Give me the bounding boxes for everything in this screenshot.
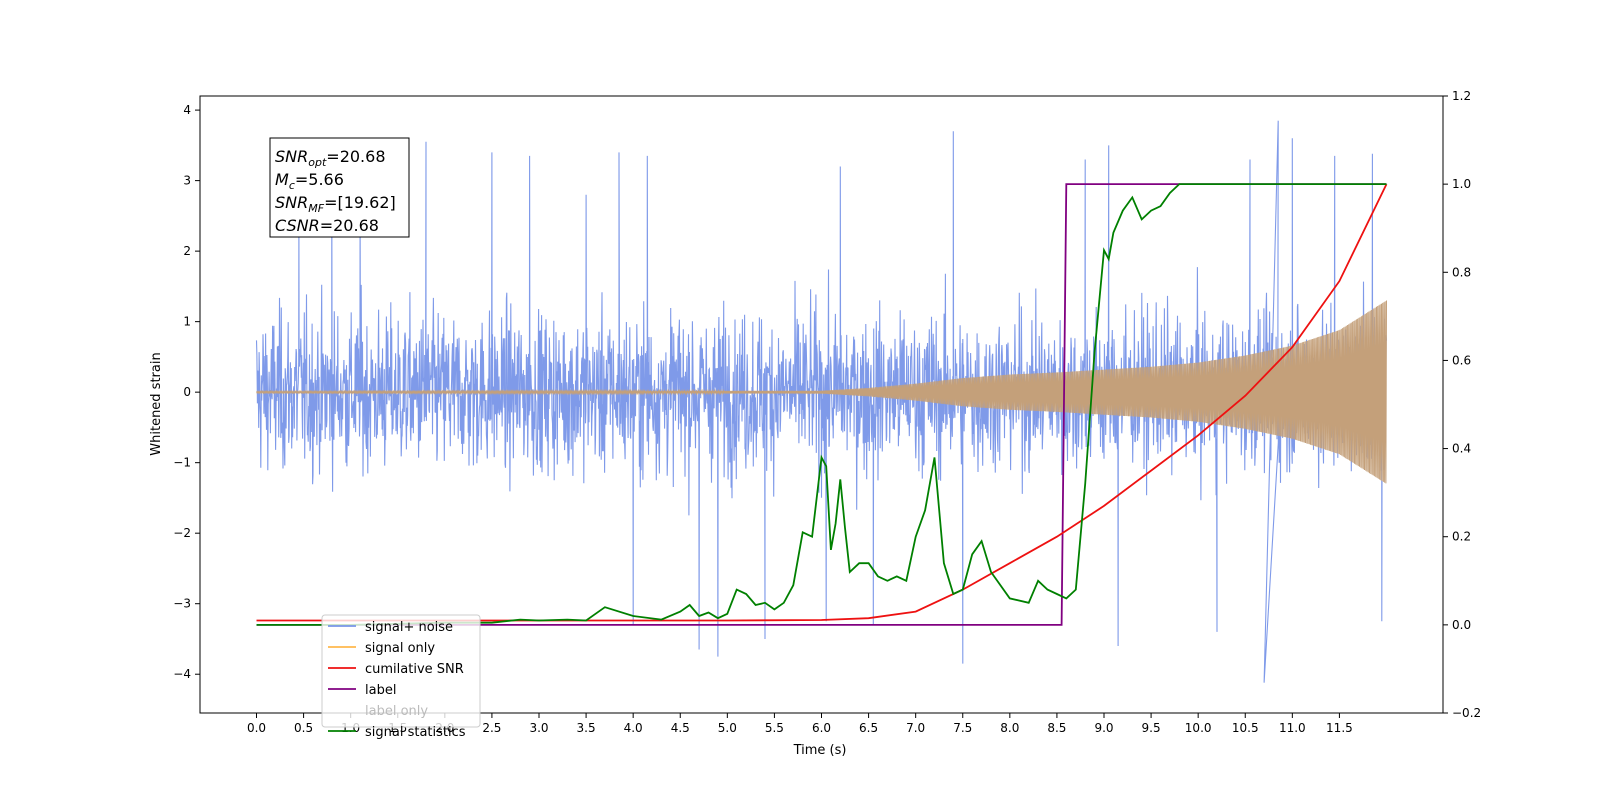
y-tick-label-right: 0.4	[1452, 442, 1471, 456]
x-tick-label: 9.0	[1094, 721, 1113, 735]
x-tick-label: 10.5	[1232, 721, 1259, 735]
y-tick-label-left: −4	[173, 667, 191, 681]
annotation-line-snr-opt: SNRopt=20.68	[275, 147, 386, 169]
x-tick-label: 9.5	[1142, 721, 1161, 735]
plot-area	[255, 120, 1388, 683]
y-tick-label-right: 1.2	[1452, 89, 1471, 103]
x-axis-label: Time (s)	[793, 743, 847, 758]
y-tick-label-left: 3	[183, 174, 191, 188]
annotation-mc-value: =5.66	[295, 170, 344, 189]
annotation-mc-sub: c	[289, 179, 295, 192]
y-tick-label-left: −3	[173, 597, 191, 611]
x-tick-label: 5.0	[718, 721, 737, 735]
series-signal-only-line	[256, 300, 1387, 484]
y-tick-label-right: 1.0	[1452, 177, 1471, 191]
x-tick-label: 5.5	[765, 721, 784, 735]
y-axis-right: 1.2 1.0 0.8 0.6 0.4 0.2 0.0 −0.2	[1443, 89, 1481, 720]
annotation-snr-opt-main: SNR	[275, 147, 308, 166]
y-tick-label-left: 2	[183, 244, 191, 258]
x-tick-label: 8.0	[1000, 721, 1019, 735]
y-tick-label-right: −0.2	[1452, 706, 1481, 720]
x-axis: 0.0 0.5 1.0 1.5 2.0 2.5 3.0 3.5 4.0 4.5 5.0 5.5 6.0 6…	[247, 713, 1353, 735]
annotation-mc-main: M	[275, 170, 289, 189]
annotation-snr-mf-main: SNR	[275, 193, 308, 212]
annotation-frame	[269, 137, 410, 238]
y-tick-label-left: −2	[173, 526, 191, 540]
annotation-csnr-main: CSNR	[275, 216, 320, 235]
x-tick-label: 7.5	[953, 721, 972, 735]
annotation-snr-mf-sub: MF	[308, 202, 324, 215]
annotation-box: SNRopt=20.68 Mc=5.66 SNRMF=[19.62] CSNR=…	[269, 137, 410, 238]
x-tick-label: 4.0	[624, 721, 643, 735]
legend-label: signal+ noise	[365, 620, 453, 635]
annotation-snr-opt-sub: opt	[308, 156, 327, 169]
annotation-line-snr-mf: SNRMF=[19.62]	[275, 193, 396, 215]
y-axis-left: 4 3 2 1 0 −1 −2 −3 −4	[173, 103, 200, 681]
annotation-csnr-value: =20.68	[320, 216, 379, 235]
y-tick-label-left: 4	[183, 103, 191, 117]
x-tick-label: 11.5	[1326, 721, 1353, 735]
y-tick-label-right: 0.2	[1452, 530, 1471, 544]
annotation-snr-mf-value: =[19.62]	[324, 193, 396, 212]
legend: signal+ noise signal only cumilative SNR la…	[321, 614, 481, 740]
y-tick-label-left: −1	[173, 456, 191, 470]
annotation-snr-opt-value: =20.68	[326, 147, 385, 166]
legend-frame	[321, 614, 481, 728]
x-tick-label: 0.0	[247, 721, 266, 735]
x-tick-label: 3.0	[529, 721, 548, 735]
x-tick-label: 10.0	[1185, 721, 1212, 735]
x-tick-label: 6.5	[859, 721, 878, 735]
series-signal-statistics-line	[256, 183, 1387, 626]
y-tick-label-right: 0.6	[1452, 353, 1471, 367]
legend-label: label only	[365, 704, 428, 719]
legend-label: cumilative SNR	[365, 662, 464, 677]
x-tick-label: 6.0	[812, 721, 831, 735]
legend-label: label	[365, 683, 396, 698]
x-tick-label: 4.5	[671, 721, 690, 735]
y-tick-label-right: 0.8	[1452, 265, 1471, 279]
x-tick-label: 7.0	[906, 721, 925, 735]
y-tick-label-left: 1	[183, 315, 191, 329]
annotation-line-csnr: CSNR=20.68	[275, 216, 379, 235]
x-tick-label: 2.5	[482, 721, 501, 735]
x-tick-label: 11.0	[1279, 721, 1306, 735]
x-tick-label: 3.5	[577, 721, 596, 735]
x-tick-label: 0.5	[294, 721, 313, 735]
y-axis-label-left: Whitened strain	[149, 352, 164, 455]
y-tick-label-right: 0.0	[1452, 618, 1471, 632]
legend-label: signal statistics	[365, 725, 466, 740]
y-tick-label-left: 0	[183, 385, 191, 399]
x-tick-label: 8.5	[1047, 721, 1066, 735]
annotation-line-mc: Mc=5.66	[275, 170, 344, 192]
legend-label: signal only	[365, 641, 435, 656]
